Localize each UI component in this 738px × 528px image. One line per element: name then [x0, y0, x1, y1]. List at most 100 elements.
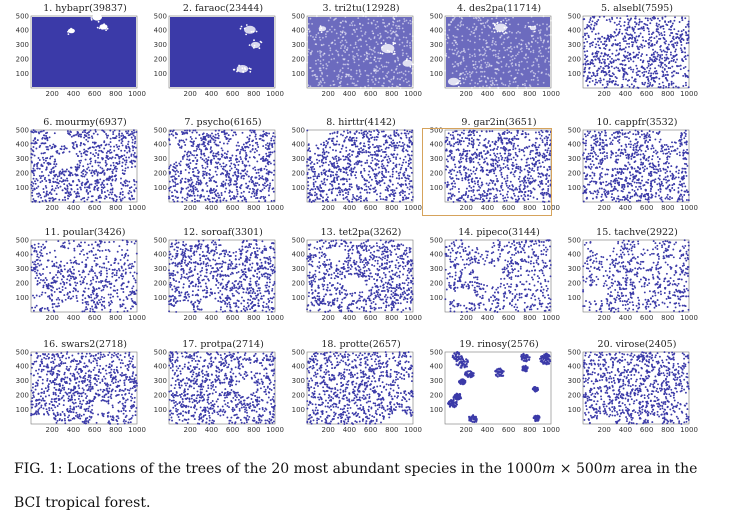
tree-point [225, 179, 228, 181]
tree-point [611, 35, 614, 38]
tree-point [386, 164, 389, 167]
tree-point [250, 131, 253, 134]
tree-point [682, 67, 685, 70]
tree-point [387, 31, 389, 34]
tree-point [173, 189, 176, 192]
y-tick-label: 400 [16, 27, 29, 35]
tree-point [219, 141, 221, 144]
tree-point [402, 72, 405, 75]
tree-point [630, 68, 633, 71]
tree-point [489, 48, 491, 51]
tree-point [256, 197, 259, 199]
tree-point [452, 34, 455, 37]
tree-point [515, 64, 517, 67]
tree-point [372, 75, 375, 78]
tree-point [544, 59, 547, 61]
tree-point [41, 156, 44, 159]
tree-point [211, 154, 214, 157]
tree-point [66, 190, 69, 192]
tree-point [626, 27, 629, 29]
tree-point [402, 145, 405, 148]
tree-point [198, 148, 201, 151]
scatter-points [232, 24, 263, 73]
tree-point [267, 172, 270, 175]
density-fill [32, 17, 136, 87]
tree-point [471, 71, 474, 73]
tree-point [52, 143, 55, 146]
tree-point [126, 132, 128, 135]
tree-point [49, 181, 52, 184]
tree-point [30, 181, 33, 184]
tree-point [479, 86, 481, 89]
tree-point [183, 197, 186, 200]
tree-point [356, 35, 359, 38]
tree-point [643, 45, 646, 48]
tree-point [231, 191, 234, 194]
tree-point [498, 57, 501, 59]
tree-point [52, 171, 55, 174]
tree-point [260, 167, 263, 170]
tree-point [110, 157, 113, 160]
tree-point [263, 197, 265, 200]
tree-point [477, 16, 480, 18]
tree-point [105, 133, 108, 135]
tree-point [341, 31, 344, 34]
tree-point [632, 86, 635, 89]
tree-point [190, 182, 193, 185]
x-tick-label: 1000 [542, 90, 560, 98]
tree-point [339, 41, 342, 44]
tree-point [228, 195, 231, 198]
tree-point [268, 132, 271, 135]
tree-point [111, 170, 114, 173]
tree-point [97, 153, 100, 156]
tree-point [682, 29, 685, 31]
tree-point [677, 65, 680, 68]
tree-point [64, 146, 67, 149]
tree-point [473, 48, 476, 51]
tree-point [307, 51, 309, 53]
tree-point [103, 186, 106, 189]
tree-point [376, 20, 379, 23]
tree-point [172, 185, 175, 188]
tree-point [62, 180, 65, 183]
tree-point [548, 60, 550, 63]
tree-point [364, 85, 366, 88]
tree-point [375, 162, 378, 165]
tree-point [459, 25, 462, 28]
tree-point [390, 189, 393, 192]
tree-point [215, 152, 218, 155]
tree-point [354, 56, 356, 58]
tree-point [608, 38, 611, 40]
tree-point [475, 16, 477, 19]
tree-point [462, 72, 464, 74]
tree-point [339, 70, 341, 73]
tree-point [652, 48, 654, 51]
tree-point [673, 19, 676, 22]
tree-point [593, 65, 596, 68]
tree-point [616, 16, 618, 19]
tree-point [209, 187, 212, 190]
tree-point [249, 187, 251, 190]
tree-point [385, 61, 388, 64]
tree-point [172, 194, 174, 197]
tree-point [612, 43, 615, 45]
tree-point [500, 43, 503, 46]
panel-title: 6. mourmy(6937) [43, 117, 127, 128]
tree-point [355, 139, 358, 142]
tree-point [188, 171, 190, 174]
tree-point [101, 190, 103, 193]
tree-point [673, 58, 675, 61]
tree-point [492, 22, 494, 25]
tree-point [641, 53, 644, 56]
tree-point [664, 42, 667, 45]
y-tick-label: 400 [154, 141, 167, 149]
tree-point [659, 55, 662, 58]
tree-point [621, 48, 624, 51]
tree-point [507, 85, 510, 87]
tree-point [658, 23, 660, 26]
tree-point [210, 159, 213, 161]
tree-point [357, 162, 359, 165]
tree-point [589, 45, 592, 48]
tree-point [360, 45, 363, 48]
tree-point [658, 82, 661, 85]
